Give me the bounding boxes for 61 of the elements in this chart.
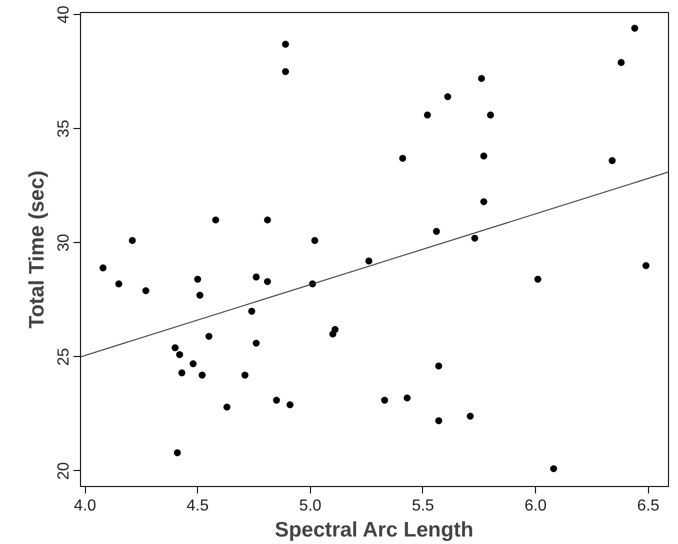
point [399, 154, 406, 162]
point [273, 396, 280, 404]
point [311, 236, 318, 244]
point [252, 274, 260, 280]
point [550, 465, 558, 472]
point [487, 111, 494, 118]
point [478, 74, 486, 82]
point [608, 157, 616, 164]
point [286, 401, 294, 408]
point [435, 417, 442, 424]
point [241, 372, 248, 379]
point [264, 278, 271, 286]
x-axis-title: Spectral Arc Length [274, 518, 474, 542]
point [642, 262, 650, 270]
point [618, 58, 625, 66]
point [142, 287, 150, 294]
point [198, 372, 206, 379]
point [365, 258, 372, 265]
y-tick-label: 30 [56, 234, 72, 252]
point [176, 351, 184, 358]
point [196, 292, 204, 299]
point [100, 264, 107, 272]
x-tick-label: 5.5 [412, 498, 434, 514]
point [404, 394, 411, 402]
x-tick-label: 6.0 [524, 498, 547, 514]
point [444, 93, 452, 100]
point [332, 326, 339, 333]
y-tick-label: 20 [56, 462, 72, 480]
point [128, 236, 136, 244]
point [248, 308, 256, 315]
x-tick-label: 5.0 [299, 498, 322, 514]
point [194, 276, 202, 283]
point [631, 24, 638, 32]
point [381, 396, 388, 404]
point [534, 276, 542, 283]
point [115, 280, 122, 288]
x-tick-label: 6.5 [637, 498, 660, 514]
point [424, 111, 431, 118]
point [178, 369, 186, 376]
point [466, 412, 474, 420]
point [174, 449, 181, 456]
point [282, 68, 290, 76]
point [480, 152, 488, 160]
point [252, 340, 260, 347]
y-axis-title: Total Time (sec) [26, 170, 48, 328]
point [223, 404, 230, 411]
point [172, 344, 179, 352]
point [212, 216, 220, 224]
point [282, 40, 290, 48]
point [264, 216, 271, 224]
y-tick-label: 35 [56, 120, 72, 138]
x-tick-label: 4.5 [186, 498, 209, 514]
point [480, 198, 488, 206]
point [432, 228, 440, 235]
point [190, 360, 197, 368]
point [471, 234, 478, 242]
point [205, 332, 212, 340]
x-tick-label: 4.0 [74, 498, 96, 514]
point [435, 362, 442, 370]
y-tick-label: 40 [56, 6, 72, 24]
y-tick-label: 25 [56, 348, 72, 366]
